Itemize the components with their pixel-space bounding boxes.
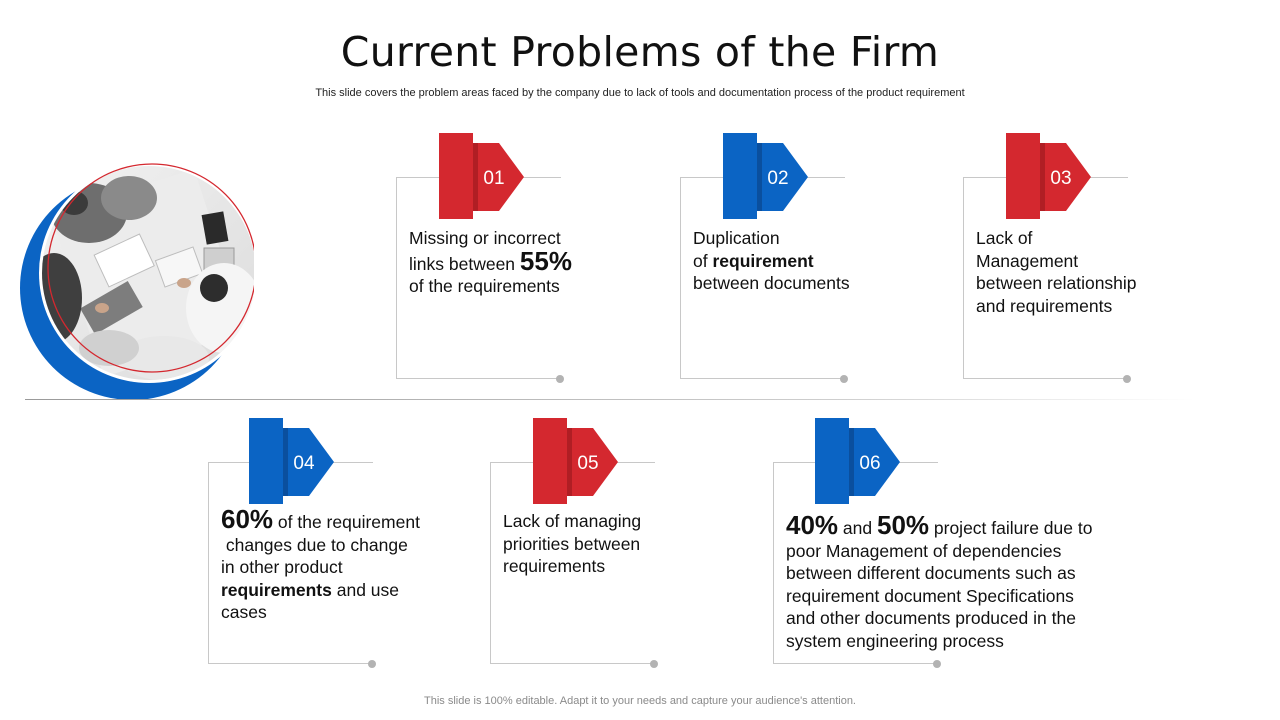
card-line: requirements and use <box>221 579 451 602</box>
stat-60-percent: 60% <box>221 504 274 534</box>
card-line: priorities between <box>503 533 641 554</box>
card-number: 02 <box>767 168 789 189</box>
number-badge-red <box>1006 133 1096 221</box>
number-badge-blue <box>723 133 813 221</box>
card-line: and requirements <box>976 295 1113 316</box>
card-text-part: links between <box>409 253 520 274</box>
business-meeting-photo <box>14 158 254 403</box>
stat-40-percent: 40% <box>786 510 839 540</box>
card-line: in other product <box>221 557 343 577</box>
card-text-part: project failure due to <box>929 518 1093 538</box>
card-line: between documents <box>693 273 850 293</box>
card-line: of the requirements <box>409 276 560 296</box>
slide-footer: This slide is 100% editable. Adapt it to… <box>424 695 856 707</box>
card-line: 60% of the requirement <box>221 506 451 534</box>
section-divider <box>25 399 1195 400</box>
card-number: 01 <box>483 168 505 189</box>
stat-50-percent: 50% <box>876 510 930 540</box>
card-text: Lack of managing priorities between requ… <box>503 510 713 578</box>
card-line: of requirement <box>693 250 903 273</box>
card-number: 06 <box>859 453 881 474</box>
card-end-dot <box>840 375 848 383</box>
card-text: 60% of the requirement changes due to ch… <box>221 506 451 624</box>
card-line: Lack of managing <box>503 511 642 531</box>
card-line: cases <box>221 602 267 622</box>
card-line: Lack of <box>976 228 1033 248</box>
slide-title: Current Problems of the Firm <box>340 28 940 76</box>
card-line: poor Management of dependencies <box>786 540 1062 561</box>
meeting-photo-graphic <box>20 163 254 400</box>
card-number: 04 <box>293 453 315 474</box>
card-text-part: and <box>838 518 877 538</box>
slide-subtitle: This slide covers the problem areas face… <box>315 87 965 99</box>
card-text-part: of the requirement <box>273 512 420 532</box>
number-badge-blue <box>815 418 905 506</box>
card-line: and other documents produced in the <box>786 608 1076 628</box>
card-end-dot <box>368 660 376 668</box>
number-badge-red <box>439 133 529 221</box>
card-line: requirement document Specifications <box>786 585 1074 606</box>
card-text: Missing or incorrect links between 55% o… <box>409 227 619 298</box>
card-text: Lack of Management between relationship … <box>976 227 1186 317</box>
number-badge-red <box>533 418 623 506</box>
number-badge-blue <box>249 418 339 506</box>
card-text-bold: requirements <box>221 579 332 600</box>
card-line: between different documents such as <box>786 563 1076 583</box>
card-end-dot <box>1123 375 1131 383</box>
card-number: 05 <box>577 453 599 474</box>
card-line: between relationship <box>976 273 1137 293</box>
stat-55-percent: 55% <box>519 245 572 276</box>
card-line: system engineering process <box>786 630 1004 651</box>
card-text: Duplication of requirement between docum… <box>693 227 903 295</box>
card-text-bold: requirement <box>712 250 814 271</box>
card-end-dot <box>933 660 941 668</box>
card-line: Missing or incorrect <box>409 228 561 248</box>
card-number: 03 <box>1050 168 1072 189</box>
card-text-part: of <box>693 250 713 271</box>
card-line: changes due to change <box>221 534 408 555</box>
card-end-dot <box>650 660 658 668</box>
card-line: 40% and 50% project failure due to <box>786 512 1116 540</box>
card-text-part: and use <box>331 579 400 600</box>
card-line: links between 55% <box>409 248 619 276</box>
card-text: 40% and 50% project failure due to poor … <box>786 512 1116 652</box>
card-line: Duplication <box>693 228 780 248</box>
card-end-dot <box>556 375 564 383</box>
card-line: requirements <box>503 556 606 576</box>
card-line: Management <box>976 250 1079 271</box>
